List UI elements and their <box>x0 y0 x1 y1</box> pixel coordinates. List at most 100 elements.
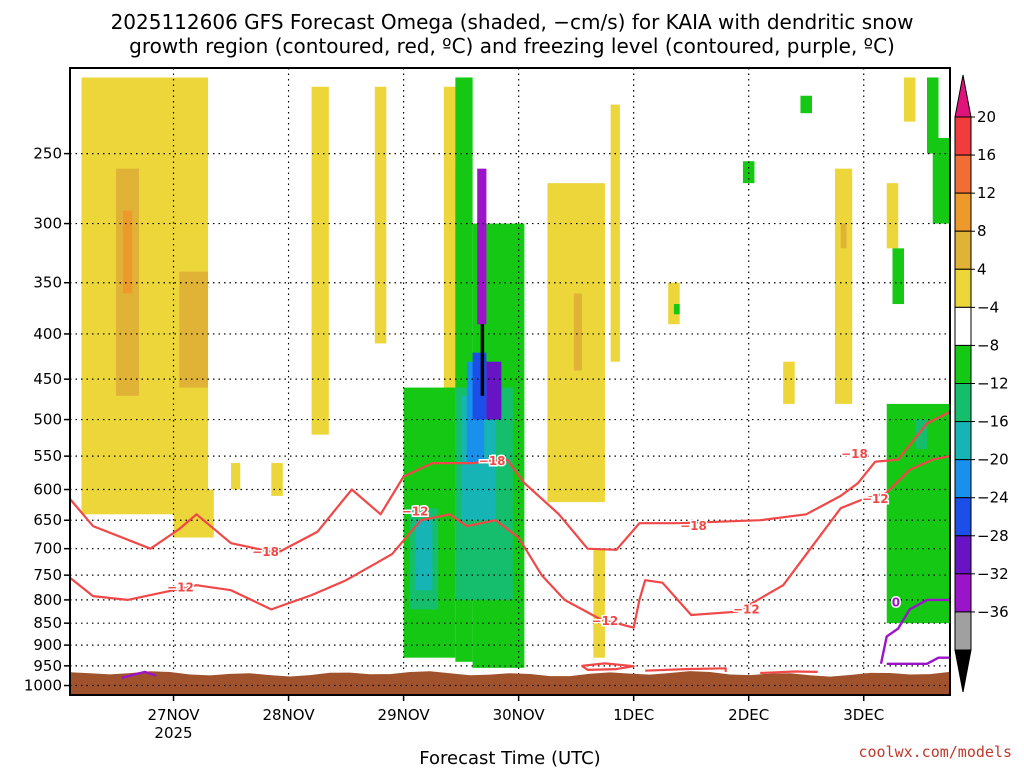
colorbar-bottom-triangle <box>954 649 972 693</box>
temperature-contours <box>70 410 950 679</box>
colorbar-box-13 <box>954 611 972 651</box>
colorbar-label-3: 8 <box>977 222 987 240</box>
colorbar-box-4 <box>954 268 972 308</box>
dgz-contour-0 <box>70 410 950 555</box>
omega-cell-15 <box>415 520 433 591</box>
colorbar-label-13: −36 <box>977 603 1009 621</box>
omega-cell-38 <box>800 95 812 114</box>
omega-shading <box>81 77 950 668</box>
freezing-contour-1 <box>886 656 950 665</box>
omega-cell-36 <box>892 248 904 305</box>
omega-cell-34 <box>926 77 939 154</box>
x-tick-label-30nov: 30NOV <box>493 706 546 724</box>
x-tick-label-3dec: 3DEC <box>843 706 884 724</box>
omega-cell-26 <box>593 548 605 658</box>
omega-cell-32 <box>903 77 916 122</box>
y-tick-label-850: 850 <box>33 614 62 632</box>
omega-cell-39 <box>742 161 755 184</box>
omega-cell-7 <box>311 86 329 435</box>
omega-cell-29 <box>834 168 853 404</box>
colorbar: 20 16 12 8 4 −4 −8 −12 −16 −20 −24 −28 −32 −36 <box>954 74 1009 693</box>
y-tick-label-450: 450 <box>33 370 62 388</box>
omega-cell-21 <box>477 168 487 325</box>
omega-cell-27 <box>668 282 680 325</box>
colorbar-label-5: −4 <box>977 298 999 316</box>
y-tick-label-650: 650 <box>33 511 62 529</box>
omega-cell-35 <box>932 137 950 224</box>
y-tick-label-1000: 1000 <box>24 677 62 695</box>
colorbar-label-2: 12 <box>977 184 996 202</box>
colorbar-label-1: 16 <box>977 146 996 164</box>
contour-label-7: −18 <box>841 447 868 461</box>
omega-cell-31 <box>886 183 899 249</box>
contour-label-0: −18 <box>252 545 279 559</box>
plot-frame <box>69 67 951 696</box>
omega-cell-4 <box>122 210 133 294</box>
chart-title-line2: growth region (contoured, red, ºC) and f… <box>129 34 895 58</box>
x-tick-label-29nov: 29NOV <box>378 706 431 724</box>
x-tick-sublabel-27nov: 2025 <box>154 724 192 742</box>
x-tick-label-27nov: 27NOV <box>147 706 200 724</box>
contour-label-9: 0 <box>892 595 900 609</box>
colorbar-box-0 <box>954 116 972 156</box>
y-tick-label-700: 700 <box>33 540 62 558</box>
colorbar-label-10: −24 <box>977 489 1009 507</box>
colorbar-box-6 <box>954 344 972 384</box>
colorbar-label-8: −16 <box>977 413 1009 431</box>
omega-cell-22 <box>480 324 485 396</box>
y-tick-label-900: 900 <box>33 636 62 654</box>
contour-label-5: −18 <box>680 519 707 533</box>
colorbar-label-7: −12 <box>977 375 1009 393</box>
contour-label-1: −12 <box>167 581 194 595</box>
x-tick-label-1dec: 1DEC <box>613 706 654 724</box>
ground-band <box>70 671 950 695</box>
omega-cell-25 <box>610 104 620 362</box>
colorbar-top-triangle <box>954 74 972 118</box>
y-tick-label-950: 950 <box>33 657 62 675</box>
ground-surface <box>70 671 950 695</box>
colorbar-label-11: −28 <box>977 527 1009 545</box>
dgz-contour-1 <box>70 455 950 629</box>
contour-labels: −18 −12 −12 −18 −12 −18 −12 −18 −12 0 <box>166 446 902 630</box>
x-axis-label: Forecast Time (UTC) <box>419 748 600 768</box>
colorbar-label-12: −32 <box>977 565 1009 583</box>
colorbar-box-3 <box>954 230 972 270</box>
omega-cell-37 <box>915 419 927 450</box>
colorbar-label-9: −20 <box>977 451 1009 469</box>
y-axis: 250 300 350 400 450 500 550 600 650 700 750 800 850 9… <box>24 145 70 695</box>
colorbar-box-11 <box>954 535 972 575</box>
credit-text: coolwx.com/models <box>858 743 1012 761</box>
omega-cell-6 <box>271 463 283 496</box>
y-tick-label-500: 500 <box>33 411 62 429</box>
colorbar-box-10 <box>954 497 972 537</box>
freezing-contour-0 <box>879 598 950 665</box>
omega-cell-5 <box>231 463 241 490</box>
colorbar-box-5 <box>954 306 972 346</box>
omega-cell-1 <box>173 489 214 538</box>
omega-cell-28 <box>783 361 795 404</box>
dgz-contour-3 <box>645 667 727 672</box>
y-tick-label-550: 550 <box>33 447 62 465</box>
colorbar-label-0: 20 <box>977 108 996 126</box>
omega-cell-19 <box>472 352 487 420</box>
y-tick-label-800: 800 <box>33 591 62 609</box>
omega-cell-24 <box>573 293 582 371</box>
colorbar-box-9 <box>954 459 972 499</box>
omega-cell-30 <box>840 223 847 249</box>
colorbar-box-2 <box>954 192 972 232</box>
contour-label-6: −12 <box>733 602 760 616</box>
colorbar-label-4: 4 <box>977 260 987 278</box>
omega-cell-20 <box>486 361 502 420</box>
freezing-contour-2 <box>121 670 157 679</box>
colorbar-box-7 <box>954 383 972 423</box>
colorbar-box-1 <box>954 154 972 194</box>
omega-cell-40 <box>673 304 680 315</box>
colorbar-label-6: −8 <box>977 336 999 354</box>
y-tick-label-600: 600 <box>33 481 62 499</box>
y-tick-label-750: 750 <box>33 566 62 584</box>
contour-label-4: −12 <box>592 614 619 628</box>
colorbar-box-12 <box>954 573 972 613</box>
chart-title-line1: 2025112606 GFS Forecast Omega (shaded, −… <box>111 10 914 34</box>
omega-cell-3 <box>179 271 209 388</box>
